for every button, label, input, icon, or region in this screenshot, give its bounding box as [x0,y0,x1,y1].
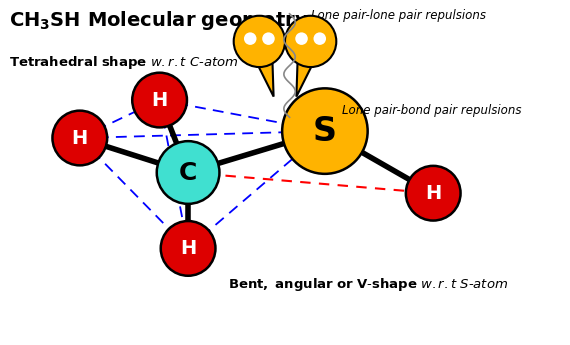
Ellipse shape [157,141,219,204]
Text: H: H [72,128,88,148]
Ellipse shape [314,32,326,45]
Ellipse shape [52,111,107,165]
Polygon shape [296,39,323,97]
Text: H: H [425,184,441,203]
Ellipse shape [282,88,368,174]
Ellipse shape [234,16,285,67]
Text: H: H [152,90,168,110]
Ellipse shape [285,16,336,67]
Ellipse shape [295,32,308,45]
Polygon shape [247,39,274,97]
Ellipse shape [262,32,275,45]
Text: $\bf{Bent,\ angular\ or\ V\text{-}shape}$ $\it{w.r.t\ S\text{-}atom}$: $\bf{Bent,\ angular\ or\ V\text{-}shape}… [228,276,508,293]
Text: H: H [180,239,196,258]
Text: C: C [179,160,197,185]
Text: Lone pair-lone pair repulsions: Lone pair-lone pair repulsions [311,9,486,22]
Text: $\bf{Tetrahedral\ shape}$ $\it{w.r.t\ C\text{-}atom}$: $\bf{Tetrahedral\ shape}$ $\it{w.r.t\ C\… [9,53,238,71]
Text: Lone pair-bond pair repulsions: Lone pair-bond pair repulsions [342,104,522,117]
Text: S: S [313,115,337,148]
Ellipse shape [406,166,461,220]
Text: $\bf{CH_3SH}$ $\bf{Molecular\ geometry}$: $\bf{CH_3SH}$ $\bf{Molecular\ geometry}$ [9,9,308,32]
Ellipse shape [161,221,215,276]
Ellipse shape [244,32,256,45]
Ellipse shape [132,73,187,127]
